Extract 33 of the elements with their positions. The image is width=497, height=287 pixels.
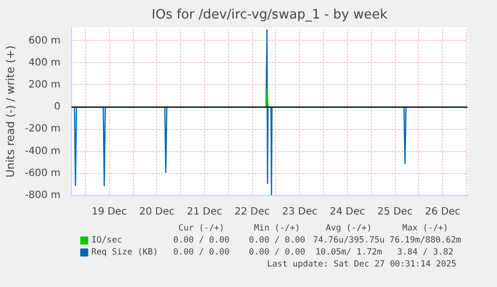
x-tick-label: 25 Dec — [377, 206, 413, 218]
y-tick-label: -800 m — [24, 190, 61, 201]
text: Min (-/+) — [254, 224, 300, 234]
chart-title: IOs for /dev/irc-vg/swap_1 - by week — [152, 8, 388, 22]
x-tick-label: 21 Dec — [186, 206, 222, 218]
y-tick-label: 200 m — [28, 79, 61, 90]
y-tick-label: -400 m — [24, 146, 61, 157]
text: Max (-/+) — [402, 224, 448, 234]
x-tick-label: 23 Dec — [282, 206, 318, 218]
text: 10.05m/ 1.72m — [316, 248, 382, 258]
text: Last update: Sat Dec 27 00:31:14 2025 — [267, 260, 456, 270]
text: 0.00 / 0.00 — [173, 248, 230, 258]
text: Avg (-/+) — [326, 224, 372, 234]
legend-label: IO/sec — [91, 236, 122, 246]
x-tick-label: 22 Dec — [234, 206, 270, 218]
text: 0.00 / 0.00 — [248, 248, 306, 258]
x-tick-label: 19 Dec — [92, 206, 127, 218]
text: 0.00 / 0.00 — [173, 236, 230, 246]
x-tick-label: 20 Dec — [139, 206, 174, 218]
x-tick-label: 24 Dec — [330, 206, 366, 218]
y-tick-label: 0 — [54, 102, 61, 113]
x-tick-label: 26 Dec — [425, 206, 460, 218]
y-axis-title: Units read (-) / write (+) — [4, 45, 17, 178]
y-tick-label: 600 m — [28, 35, 61, 46]
text: 74.76u/395.75u — [312, 236, 385, 246]
text: 3.84 / 3.82 — [397, 248, 454, 258]
text: 76.19m/880.62m — [389, 236, 462, 246]
text: Cur (-/+) — [178, 224, 224, 234]
y-tick-label: -200 m — [24, 124, 61, 135]
legend-label: Req Size (KB) — [91, 248, 158, 258]
text: 0.00 / 0.00 — [248, 236, 306, 246]
y-tick-label: 400 m — [28, 57, 61, 68]
y-tick-label: -600 m — [24, 168, 61, 179]
